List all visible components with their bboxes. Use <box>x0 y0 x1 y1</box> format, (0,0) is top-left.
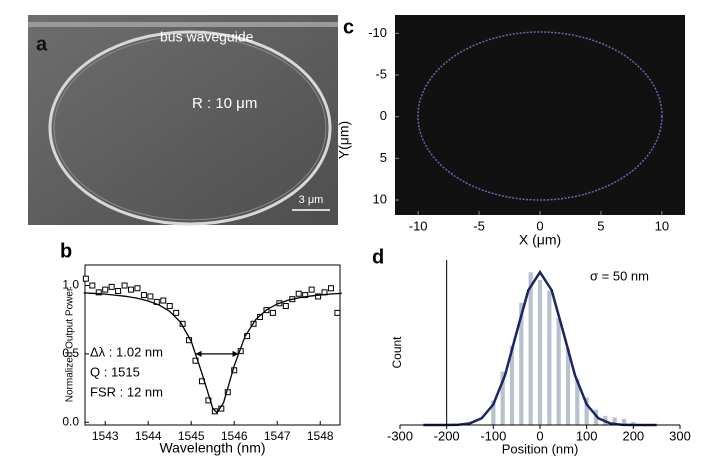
x-axis-label: X (μm) <box>519 232 561 248</box>
panel-label: a <box>36 33 48 55</box>
data-point <box>270 310 275 315</box>
x-tick-label: 1548 <box>307 429 334 443</box>
y-tick-label: -5 <box>375 66 387 81</box>
x-tick-label: -10 <box>409 218 428 233</box>
data-point <box>174 310 179 315</box>
data-point <box>83 276 88 281</box>
radius-label: R : 10 μm <box>192 95 257 112</box>
data-point <box>122 283 127 288</box>
figure: a bus waveguide R : 10 μm 3 μm c X (μm) … <box>0 0 701 460</box>
x-tick-label: 1544 <box>135 429 162 443</box>
data-point <box>328 286 333 291</box>
data-point <box>161 298 166 303</box>
x-tick-label: 5 <box>597 218 604 233</box>
annotation: FSR : 12 nm <box>90 384 163 399</box>
x-tick-label: 0 <box>536 218 543 233</box>
hist-bar <box>538 280 542 425</box>
y-tick-label: 0.0 <box>62 414 79 428</box>
bus-waveguide <box>28 22 338 27</box>
data-point <box>103 287 108 292</box>
panel-label: d <box>372 246 384 268</box>
data-point <box>116 288 121 293</box>
y-axis-label: Normalized Output Power <box>65 287 76 402</box>
y-tick-label: 10 <box>373 191 387 206</box>
data-point <box>148 294 153 299</box>
x-tick-label: 10 <box>655 218 669 233</box>
annotation: Q : 1515 <box>90 364 140 379</box>
data-point <box>135 286 140 291</box>
scale-label: 3 μm <box>299 194 324 206</box>
x-tick-label: 100 <box>576 428 598 443</box>
hist-bar <box>547 291 551 425</box>
panel-label: b <box>60 240 72 262</box>
hist-bar <box>529 272 533 425</box>
data-point <box>109 284 114 289</box>
x-axis-label: Position (nm) <box>502 441 579 456</box>
annotation: σ = 50 nm <box>590 268 649 283</box>
x-tick-label: 1543 <box>92 429 119 443</box>
y-axis-label: Y(μm) <box>336 121 352 159</box>
x-tick-label: 200 <box>622 428 644 443</box>
y-tick-label: 5 <box>380 150 387 165</box>
x-tick-label: 1547 <box>264 429 291 443</box>
data-point <box>335 310 340 315</box>
x-tick-label: -200 <box>434 428 460 443</box>
data-point <box>129 287 134 292</box>
x-tick-label: 300 <box>669 428 691 443</box>
waveguide-label: bus waveguide <box>160 29 254 45</box>
ring-image <box>395 15 685 215</box>
hist-bar <box>566 349 570 425</box>
y-axis-label: Count <box>390 336 404 369</box>
y-tick-label: -10 <box>368 25 387 40</box>
x-tick-label: -300 <box>387 428 413 443</box>
data-point <box>296 291 301 296</box>
panel-label: c <box>343 16 354 38</box>
data-point <box>167 304 172 309</box>
data-point <box>309 287 314 292</box>
annotation: Δλ : 1.02 nm <box>90 344 163 359</box>
data-point <box>283 304 288 309</box>
y-tick-label: 0 <box>380 108 387 123</box>
hist-bar <box>557 318 561 425</box>
data-point <box>141 293 146 298</box>
data-point <box>90 283 95 288</box>
x-tick-label: -5 <box>473 218 485 233</box>
x-axis-label: Wavelength (nm) <box>159 440 265 456</box>
